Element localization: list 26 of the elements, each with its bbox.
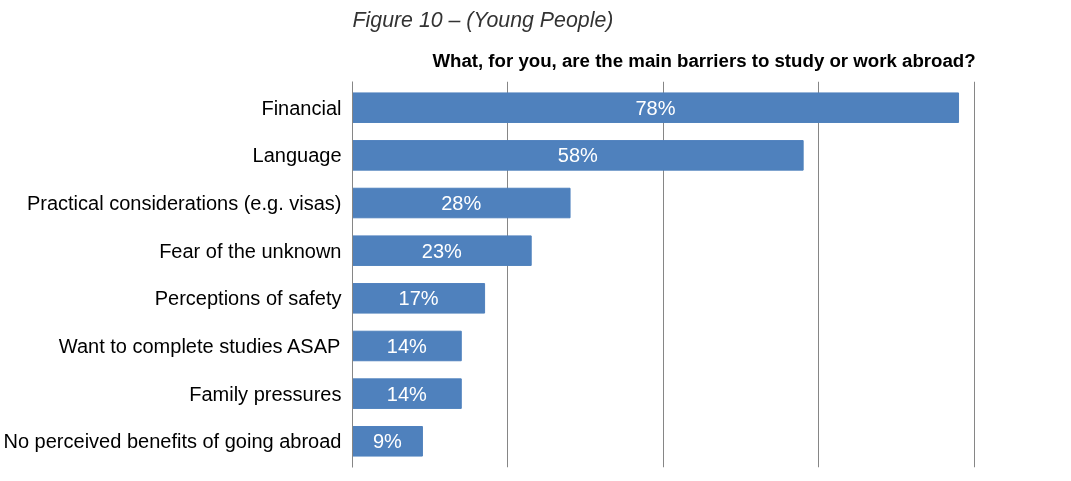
data-label: 58% bbox=[557, 144, 599, 167]
bar bbox=[352, 140, 804, 171]
y-tick-label: Language bbox=[252, 144, 342, 167]
y-tick-label: Practical considerations (e.g. visas) bbox=[26, 192, 342, 215]
bar bbox=[352, 378, 462, 409]
y-tick-label: Family pressures bbox=[189, 382, 342, 405]
y-tick-label: Financial bbox=[261, 96, 342, 119]
caption: Figure 10 – (Young People) bbox=[352, 7, 614, 32]
y-tick-label: Fear of the unknown bbox=[159, 239, 342, 262]
data-label: 78% bbox=[635, 96, 676, 119]
y-tick-label: Want to complete studies ASAP bbox=[58, 334, 341, 357]
y-tick-label: No perceived benefits of going abroad bbox=[3, 430, 342, 453]
y-tick-label: Perceptions of safety bbox=[154, 287, 342, 310]
data-label: 23% bbox=[421, 239, 463, 262]
bar bbox=[352, 330, 462, 362]
data-label: 9% bbox=[373, 430, 403, 453]
data-label: 14% bbox=[386, 382, 428, 405]
bar bbox=[352, 235, 532, 266]
bar bbox=[352, 426, 423, 457]
data-label: 14% bbox=[386, 334, 428, 357]
chart-title: What, for you, are the main barriers to study or work abroad? bbox=[432, 49, 976, 71]
data-label: 17% bbox=[398, 287, 439, 310]
bar bbox=[352, 187, 571, 219]
bar bbox=[352, 283, 486, 314]
data-label: 28% bbox=[441, 192, 482, 215]
bar bbox=[352, 92, 960, 123]
